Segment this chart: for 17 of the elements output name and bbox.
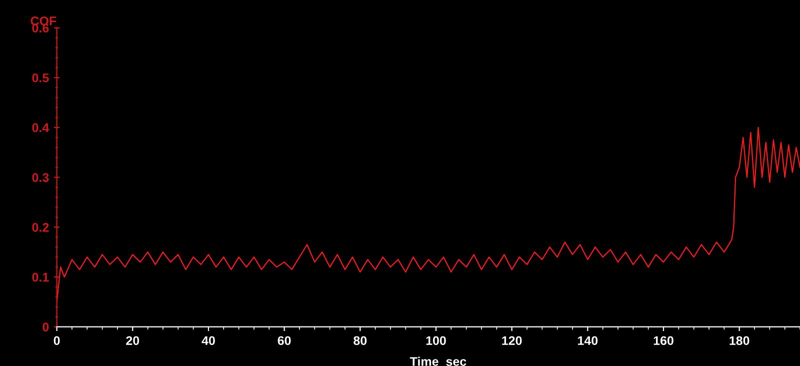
x-tick-label: 100 — [426, 336, 446, 346]
x-tick-label: 120 — [502, 336, 522, 346]
y-tick-label: 0.4 — [32, 123, 50, 132]
y-tick-label: 0.1 — [32, 272, 49, 282]
x-tick-label: 20 — [126, 336, 140, 346]
x-tick-label: 180 — [730, 336, 750, 346]
x-tick-label: 160 — [654, 336, 674, 346]
y-tick-label: 0.5 — [32, 73, 49, 82]
x-tick-label: 80 — [354, 336, 367, 346]
y-tick-label: 0 — [42, 322, 49, 332]
x-axis-title: Time sec — [410, 356, 466, 366]
x-tick-label: 140 — [578, 336, 598, 346]
x-tick-label: 40 — [202, 336, 215, 346]
y-tick-label: 0.3 — [32, 173, 49, 182]
x-tick-label: 0 — [54, 336, 60, 346]
x-tick-label: 60 — [278, 336, 291, 346]
y-tick-label: 0.2 — [32, 222, 49, 232]
